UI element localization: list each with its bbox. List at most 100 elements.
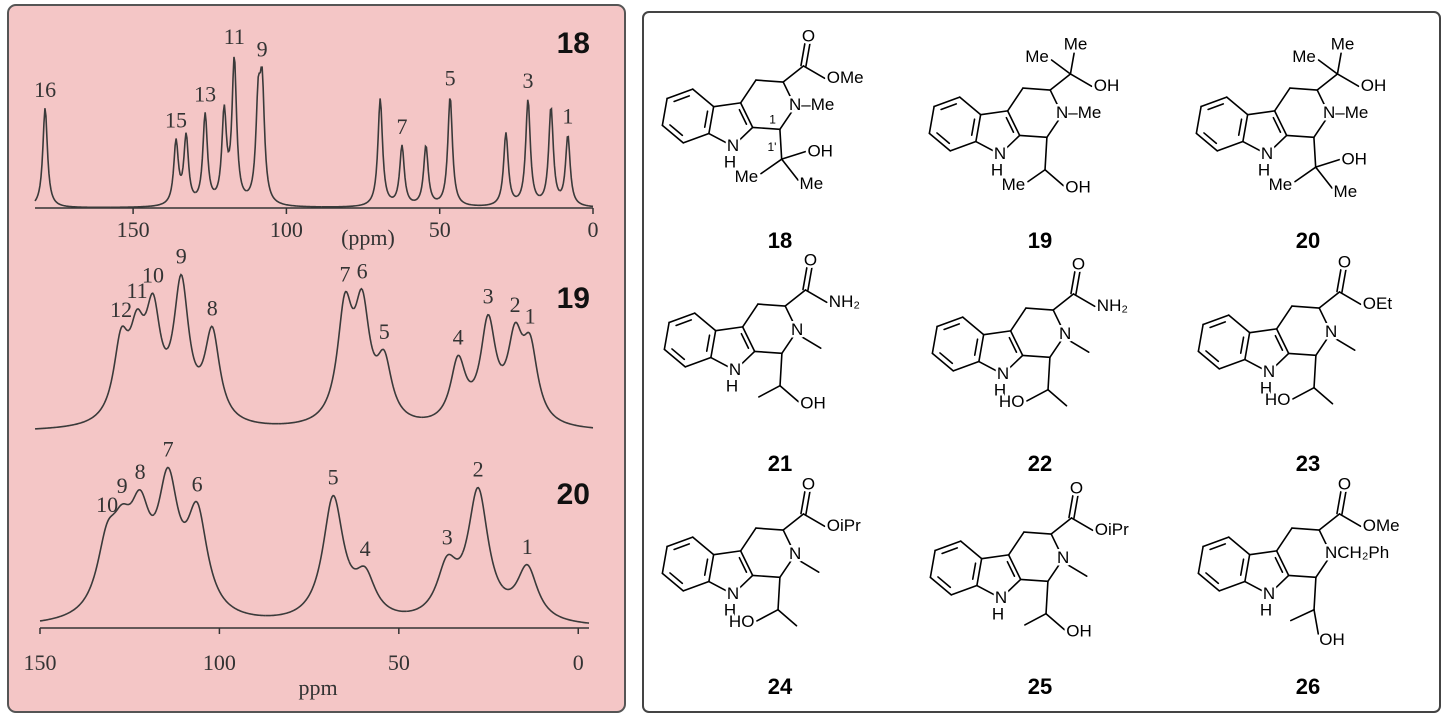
bond: [952, 360, 980, 372]
bond: [1008, 336, 1018, 354]
bond: [779, 128, 783, 160]
bond: [1242, 113, 1249, 143]
peak: [182, 500, 266, 617]
peak: [110, 138, 182, 209]
bond: [682, 132, 710, 144]
bond: [1341, 268, 1347, 294]
bond: [1070, 517, 1094, 532]
peak: [461, 486, 504, 588]
atom-label: O: [802, 27, 815, 46]
atom-label: H: [1258, 160, 1270, 179]
bond: [933, 96, 961, 108]
bond: [1027, 168, 1046, 183]
bond: [928, 105, 935, 135]
atom-label: H: [994, 380, 1006, 399]
bond: [1025, 307, 1055, 311]
bond: [931, 352, 955, 372]
bond: [1248, 550, 1278, 556]
bond: [738, 108, 748, 126]
bond: [1242, 140, 1268, 156]
peak-label: 9: [117, 473, 128, 498]
bond: [738, 556, 748, 574]
bond: [1202, 536, 1230, 548]
atom-label: OiPr: [1095, 520, 1129, 539]
peak-label: 8: [135, 459, 146, 484]
bond: [1007, 554, 1022, 581]
peak-label: 1: [562, 104, 573, 129]
bond: [1216, 140, 1244, 152]
atom-label: N: [994, 144, 1006, 163]
bond: [1336, 268, 1342, 293]
bond: [928, 132, 952, 152]
peak: [34, 325, 130, 430]
bond: [1338, 513, 1362, 528]
bond: [666, 88, 694, 100]
bond: [782, 65, 805, 83]
bond: [663, 321, 670, 351]
bond: [1318, 529, 1333, 556]
bond: [978, 333, 985, 363]
bond: [1195, 105, 1202, 135]
bond: [958, 96, 982, 116]
atom-label: O: [802, 475, 815, 494]
bond: [1275, 328, 1290, 355]
bond: [784, 305, 799, 332]
peak-label: 7: [339, 262, 350, 287]
bond: [691, 536, 715, 556]
bond: [739, 550, 754, 577]
bond: [779, 105, 797, 131]
bond: [669, 572, 684, 585]
bond: [782, 81, 797, 108]
bond: [1292, 386, 1315, 400]
atom-label: N–Me: [1056, 103, 1101, 122]
x-tick-label: 150: [117, 217, 150, 242]
bond: [1200, 96, 1228, 108]
bond: [805, 42, 811, 68]
bond: [1069, 73, 1093, 88]
bond: [1285, 134, 1315, 139]
bond: [1205, 350, 1220, 363]
bond: [982, 330, 1012, 336]
bond: [703, 558, 709, 576]
atom-label: H: [726, 376, 738, 395]
atom-label: HO: [999, 392, 1025, 411]
bond: [971, 562, 977, 580]
bond: [799, 335, 822, 349]
bond: [661, 545, 668, 575]
bond: [797, 559, 820, 573]
bond: [1065, 563, 1088, 577]
bond: [1248, 328, 1278, 334]
peak-label: 11: [127, 278, 148, 303]
bond: [780, 158, 800, 182]
atom-label: Me: [1331, 35, 1355, 54]
atom-label: O: [804, 251, 817, 270]
bond: [1195, 132, 1219, 152]
bond: [705, 334, 711, 352]
atom-label: NH₂: [829, 292, 860, 311]
bond: [1197, 572, 1221, 592]
peak: [348, 561, 407, 613]
bond: [1237, 118, 1243, 136]
bond: [1050, 59, 1072, 75]
bond: [708, 105, 715, 135]
bond: [1045, 580, 1049, 615]
bond: [755, 79, 785, 83]
bond: [1009, 307, 1027, 332]
atom-label: N: [729, 360, 741, 379]
bond: [1313, 136, 1317, 168]
bond: [939, 352, 954, 365]
x-axis-label: (ppm): [341, 225, 395, 250]
peak-label: 5: [328, 465, 339, 490]
bond: [1287, 352, 1317, 357]
bond: [943, 323, 961, 331]
bond: [929, 576, 953, 596]
peak: [353, 287, 374, 352]
atom-label: O: [1072, 255, 1085, 274]
atom-label: Me: [1002, 175, 1026, 194]
atom-label: H: [992, 604, 1004, 623]
peak-label: 7: [163, 437, 174, 462]
bond: [1274, 334, 1284, 352]
peak-label: 6: [192, 471, 203, 496]
bond: [1317, 59, 1339, 75]
bond: [753, 350, 783, 355]
